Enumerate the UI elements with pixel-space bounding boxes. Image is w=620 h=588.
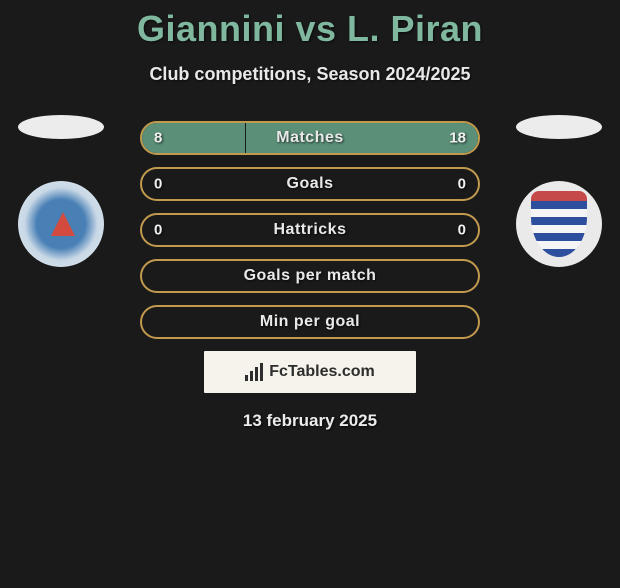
stat-label: Hattricks (274, 221, 347, 239)
stat-value-left: 0 (154, 222, 162, 239)
shield-icon (531, 191, 587, 257)
left-country-flag (18, 115, 104, 139)
stat-label: Matches (276, 129, 344, 147)
stat-value-right: 0 (458, 222, 466, 239)
right-club-badge (516, 181, 602, 267)
stat-row: 0 Hattricks 0 (140, 213, 480, 247)
stat-value-left: 8 (154, 130, 162, 147)
brand-label: FcTables.com (269, 363, 375, 381)
stat-value-right: 0 (458, 176, 466, 193)
stat-row: Goals per match (140, 259, 480, 293)
comparison-panel: 8 Matches 18 0 Goals 0 0 Hattricks 0 Goals per ma… (0, 121, 620, 431)
right-country-flag (516, 115, 602, 139)
stat-label: Goals (287, 175, 334, 193)
stat-value-right: 18 (449, 130, 466, 147)
stat-rows: 8 Matches 18 0 Goals 0 0 Hattricks 0 Goals per ma… (140, 121, 480, 339)
stat-value-left: 0 (154, 176, 162, 193)
page-title: Giannini vs L. Piran (0, 8, 620, 50)
stat-row: 8 Matches 18 (140, 121, 480, 155)
date-label: 13 february 2025 (0, 411, 620, 431)
stat-label: Min per goal (260, 313, 360, 331)
stat-row: 0 Goals 0 (140, 167, 480, 201)
left-club-badge (18, 181, 104, 267)
subtitle: Club competitions, Season 2024/2025 (0, 64, 620, 85)
brand-box[interactable]: FcTables.com (204, 351, 416, 393)
stat-row: Min per goal (140, 305, 480, 339)
bar-chart-icon (245, 363, 263, 381)
stat-label: Goals per match (244, 267, 377, 285)
